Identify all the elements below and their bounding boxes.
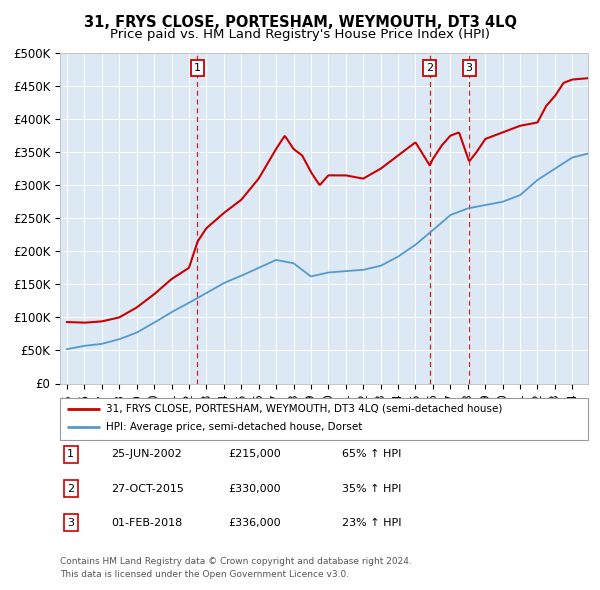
Text: 31, FRYS CLOSE, PORTESHAM, WEYMOUTH, DT3 4LQ (semi-detached house): 31, FRYS CLOSE, PORTESHAM, WEYMOUTH, DT3… — [106, 404, 503, 414]
Text: Price paid vs. HM Land Registry's House Price Index (HPI): Price paid vs. HM Land Registry's House … — [110, 28, 490, 41]
Text: 3: 3 — [67, 518, 74, 527]
Text: 2: 2 — [426, 63, 433, 73]
Text: £336,000: £336,000 — [228, 518, 281, 527]
Text: 1: 1 — [194, 63, 201, 73]
Text: 01-FEB-2018: 01-FEB-2018 — [111, 518, 182, 527]
Text: £330,000: £330,000 — [228, 484, 281, 493]
Text: 1: 1 — [67, 450, 74, 459]
Text: This data is licensed under the Open Government Licence v3.0.: This data is licensed under the Open Gov… — [60, 571, 349, 579]
Text: 27-OCT-2015: 27-OCT-2015 — [111, 484, 184, 493]
Text: 2: 2 — [67, 484, 74, 493]
Text: 31, FRYS CLOSE, PORTESHAM, WEYMOUTH, DT3 4LQ: 31, FRYS CLOSE, PORTESHAM, WEYMOUTH, DT3… — [83, 15, 517, 30]
Text: 23% ↑ HPI: 23% ↑ HPI — [342, 518, 401, 527]
Text: HPI: Average price, semi-detached house, Dorset: HPI: Average price, semi-detached house,… — [106, 422, 362, 431]
Text: 25-JUN-2002: 25-JUN-2002 — [111, 450, 182, 459]
Text: 65% ↑ HPI: 65% ↑ HPI — [342, 450, 401, 459]
Text: 35% ↑ HPI: 35% ↑ HPI — [342, 484, 401, 493]
Text: Contains HM Land Registry data © Crown copyright and database right 2024.: Contains HM Land Registry data © Crown c… — [60, 558, 412, 566]
Text: 3: 3 — [466, 63, 473, 73]
Text: £215,000: £215,000 — [228, 450, 281, 459]
